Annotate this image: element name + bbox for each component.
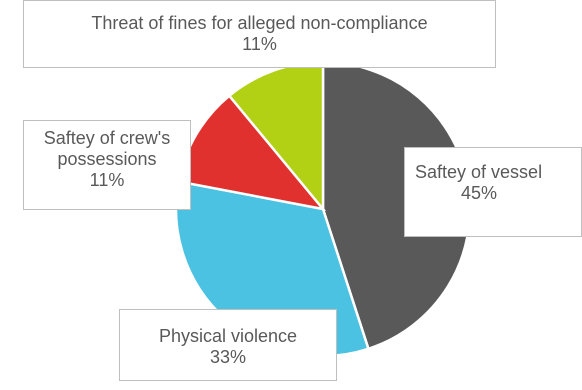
data-label-percent: 33% [209, 347, 247, 367]
data-label-saftey-of-crews-possessions: Saftey of crew's possessions 11% [23, 120, 191, 210]
data-label-name: Saftey of vessel [415, 162, 543, 182]
data-label-physical-violence: Physical violence 33% [119, 309, 337, 381]
data-label-saftey-of-vessel: Saftey of vessel 45% [404, 147, 582, 237]
data-label-threat-of-fines: Threat of fines for alleged non-complian… [23, 0, 496, 68]
data-label-name-line2: possessions [57, 149, 157, 169]
data-label-percent: 45% [461, 183, 498, 203]
data-label-percent: 11% [242, 34, 277, 54]
data-label-name: Physical violence [158, 326, 298, 346]
data-label-name: Threat of fines for alleged non-complian… [91, 13, 428, 33]
data-label-name-line1: Saftey of crew's [43, 128, 171, 148]
data-label-percent: 11% [89, 170, 125, 190]
